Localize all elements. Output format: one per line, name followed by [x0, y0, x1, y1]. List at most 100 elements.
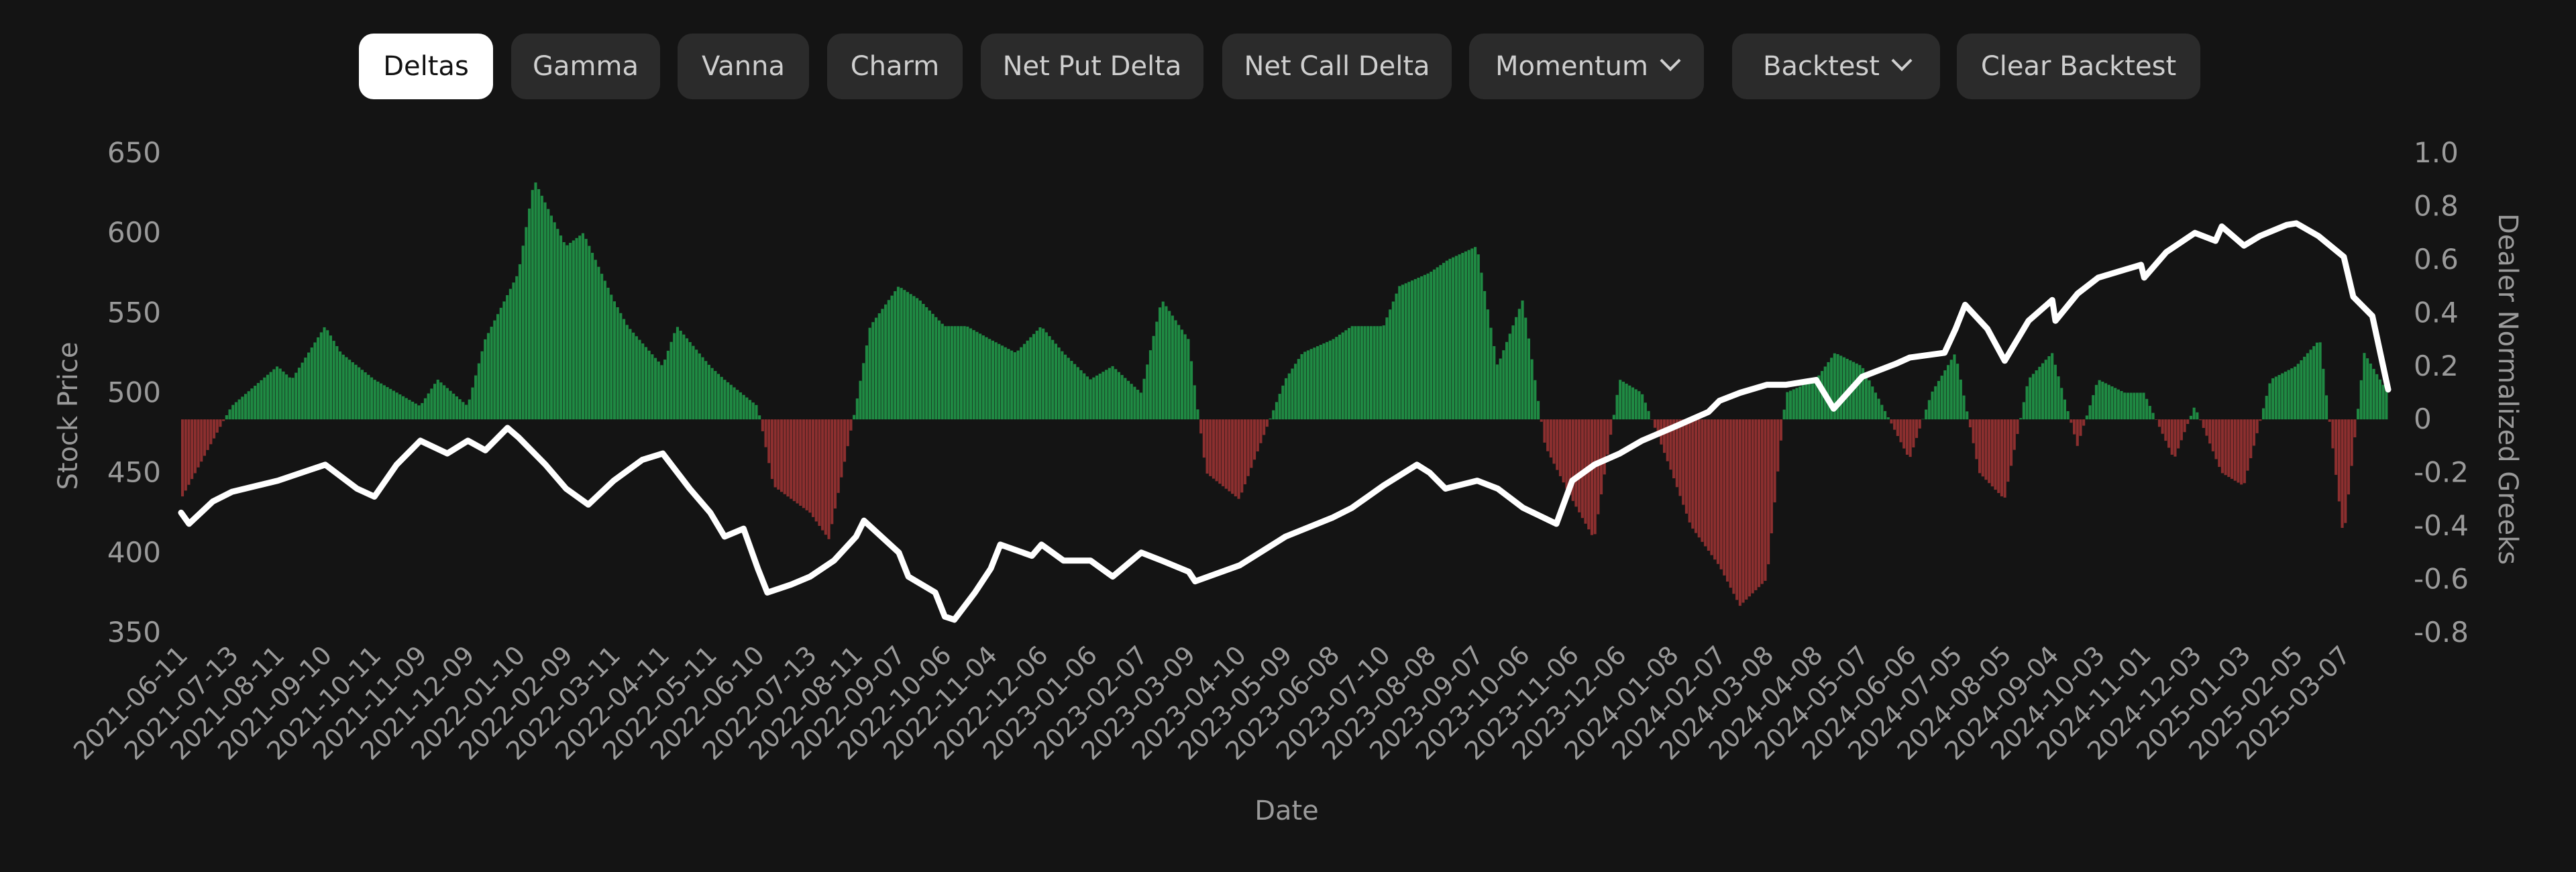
- delta-bar: [1020, 347, 1023, 420]
- toolbar-button-momentum[interactable]: Momentum: [1469, 34, 1704, 99]
- delta-bar: [1603, 419, 1606, 475]
- delta-bar: [814, 419, 818, 522]
- toolbar-button-gamma[interactable]: Gamma: [511, 34, 660, 99]
- delta-bar: [654, 358, 657, 420]
- delta-bar: [187, 419, 191, 485]
- delta-bar: [540, 195, 543, 420]
- toolbar-button-charm[interactable]: Charm: [827, 34, 963, 99]
- delta-bar: [1259, 419, 1263, 443]
- delta-bar: [2252, 419, 2255, 446]
- delta-bar: [1483, 290, 1487, 420]
- delta-bar: [285, 374, 288, 420]
- toolbar-button-vanna[interactable]: Vanna: [678, 34, 809, 99]
- delta-bar: [376, 381, 380, 420]
- delta-bar: [2016, 419, 2019, 434]
- delta-bar: [1527, 338, 1530, 420]
- delta-bar: [1193, 385, 1196, 420]
- toolbar-button-label: Charm: [850, 51, 940, 82]
- delta-bar: [1754, 419, 1758, 590]
- delta-bar: [2199, 419, 2202, 421]
- delta-bar: [1136, 390, 1140, 420]
- delta-bar: [1748, 419, 1751, 597]
- delta-bar: [345, 357, 348, 420]
- delta-bar: [1467, 250, 1470, 420]
- toolbar-button-net-put-delta[interactable]: Net Put Delta: [981, 34, 1203, 99]
- delta-bar: [1442, 262, 1446, 420]
- toolbar-button-label: Gamma: [533, 51, 639, 82]
- delta-bar: [1975, 419, 1978, 459]
- delta-bar: [991, 340, 994, 420]
- delta-bar: [1593, 419, 1597, 535]
- delta-bar: [508, 288, 512, 420]
- delta-bar: [2000, 419, 2003, 496]
- delta-bar: [2243, 419, 2246, 484]
- delta-bar: [916, 298, 919, 420]
- toolbar-button-clear-backtest[interactable]: Clear Backtest: [1957, 34, 2200, 99]
- delta-bar: [1246, 419, 1250, 476]
- delta-bar: [657, 361, 660, 420]
- toolbar-button-backtest[interactable]: Backtest: [1732, 34, 1940, 99]
- delta-bar: [1083, 373, 1086, 420]
- toolbar-button-deltas[interactable]: Deltas: [359, 34, 493, 99]
- delta-bar: [1978, 419, 1982, 474]
- delta-bar: [1389, 309, 1392, 420]
- delta-bar: [1546, 419, 1550, 451]
- delta-bar: [1237, 419, 1240, 499]
- delta-bar: [1656, 419, 1660, 437]
- delta-bar: [591, 252, 594, 420]
- delta-bar: [890, 295, 894, 420]
- delta-bar: [2369, 364, 2372, 420]
- delta-bar: [1461, 253, 1464, 420]
- delta-bar: [247, 391, 250, 420]
- delta-bar: [2088, 405, 2092, 420]
- delta-bar: [616, 307, 619, 420]
- delta-bar: [1997, 419, 2000, 494]
- delta-bar: [1180, 329, 1183, 420]
- delta-bar: [1114, 369, 1118, 420]
- delta-bar: [1767, 419, 1770, 565]
- delta-bar: [1332, 339, 1335, 420]
- toolbar-button-net-call-delta[interactable]: Net Call Delta: [1222, 34, 1452, 99]
- delta-bar: [2265, 396, 2268, 420]
- delta-bar: [742, 394, 745, 420]
- delta-bar: [1962, 395, 1966, 420]
- x-axis-title: Date: [1254, 796, 1319, 826]
- delta-bar: [222, 419, 225, 421]
- delta-bar: [2274, 376, 2277, 420]
- right-axis-ticks: 1.0 0.8 0.6 0.4 0.2 0 -0.2 -0.4 -0.6 -0.8: [2414, 136, 2469, 649]
- delta-bar: [228, 409, 231, 420]
- delta-bar: [1517, 309, 1521, 420]
- delta-bar: [666, 350, 669, 420]
- delta-bar: [2205, 419, 2208, 436]
- delta-bar: [1398, 286, 1401, 420]
- delta-bar: [1792, 389, 1795, 420]
- delta-bar: [1684, 419, 1688, 514]
- delta-bar: [1379, 326, 1383, 420]
- delta-bar: [1505, 341, 1509, 420]
- delta-bar: [499, 307, 502, 420]
- delta-bar: [786, 419, 790, 497]
- delta-bar: [1350, 326, 1354, 420]
- delta-bar: [660, 365, 663, 420]
- delta-bar: [373, 380, 376, 420]
- delta-bar: [2044, 360, 2047, 420]
- delta-bar: [1619, 380, 1622, 420]
- delta-bar: [1855, 363, 1858, 420]
- delta-bar: [1341, 332, 1344, 420]
- delta-bar: [1921, 419, 1925, 420]
- left-axis-title: Stock Price: [53, 342, 84, 490]
- delta-bar: [830, 419, 834, 525]
- delta-bar: [1988, 419, 1991, 484]
- delta-bar: [1328, 340, 1332, 420]
- delta-bar: [1348, 328, 1351, 420]
- delta-bar: [1949, 360, 1953, 420]
- delta-bar: [957, 326, 960, 420]
- delta-bar: [1354, 326, 1357, 420]
- delta-bar: [1953, 354, 1956, 420]
- left-tick-label: 550: [107, 296, 161, 329]
- delta-bar: [2255, 419, 2259, 433]
- delta-bar: [780, 419, 784, 492]
- delta-bar: [1751, 419, 1754, 594]
- delta-bar: [2328, 419, 2331, 422]
- toolbar-button-label: Vanna: [702, 51, 785, 82]
